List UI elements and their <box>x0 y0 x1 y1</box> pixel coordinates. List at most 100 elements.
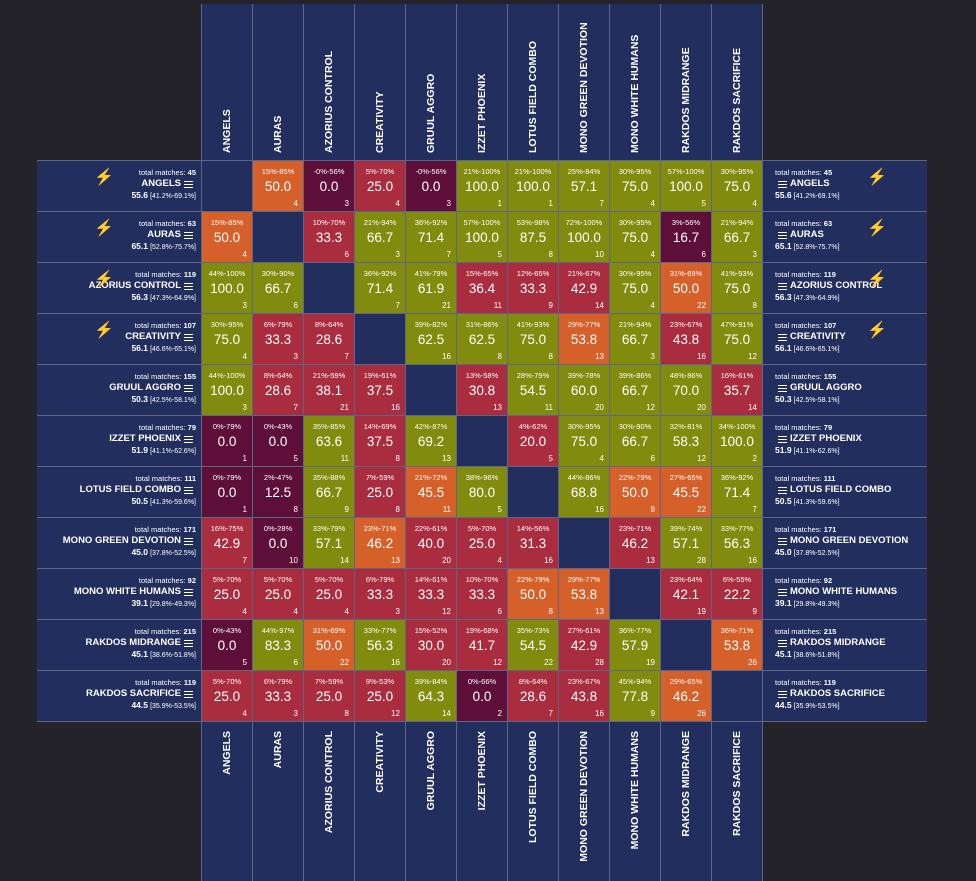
matchup-cell[interactable]: 30%-95% 75.0 4 <box>610 212 660 262</box>
matchup-cell[interactable]: 29%-77% 53.8 13 <box>559 569 609 619</box>
matchup-cell[interactable]: 0%-28% 0.0 10 <box>253 518 303 568</box>
matchup-cell[interactable]: 28%-79% 54.5 11 <box>508 365 558 415</box>
matchup-cell[interactable]: 19%-68% 41.7 12 <box>457 620 507 670</box>
matchup-cell[interactable]: 3%-56% 16.7 6 <box>661 212 711 262</box>
matchup-cell[interactable]: 5%-70% 25.0 4 <box>355 161 405 211</box>
matchup-cell[interactable]: 16%-75% 42.9 7 <box>202 518 252 568</box>
matchup-cell[interactable]: 15%-85% 50.0 4 <box>202 212 252 262</box>
sort-icon[interactable] <box>184 689 193 700</box>
matchup-cell[interactable]: 13%-58% 30.8 13 <box>457 365 507 415</box>
matchup-cell[interactable]: 36%-77% 57.9 19 <box>610 620 660 670</box>
column-header-bottom[interactable]: Lotus Field Combo <box>508 725 558 875</box>
row-label-right[interactable]: total matches: 171 Mono Green Devotion 45.… <box>769 518 929 568</box>
matchup-cell[interactable]: 23%-71% 46.2 13 <box>355 518 405 568</box>
row-label-left[interactable]: total matches: 45 Angels 55.6 [41.2%-69.1%… <box>42 161 202 211</box>
row-label-right[interactable]: total matches: 119 Rakdos Sacrifice 44.5 [… <box>769 671 929 721</box>
matchup-cell[interactable]: -0%-56% 0.0 3 <box>304 161 354 211</box>
matchup-cell[interactable]: 0%-66% 0.0 2 <box>457 671 507 721</box>
matchup-cell[interactable]: 21%-94% 66.7 3 <box>355 212 405 262</box>
matchup-cell[interactable]: 6%-55% 22.2 9 <box>712 569 762 619</box>
matchup-cell[interactable]: 35%-85% 63.6 11 <box>304 416 354 466</box>
matchup-cell[interactable]: 21%-100% 100.0 1 <box>457 161 507 211</box>
column-header-bottom[interactable]: Izzet Phoenix <box>457 725 507 875</box>
matchup-cell[interactable]: 6%-79% 33.3 3 <box>253 314 303 364</box>
matchup-cell[interactable]: 21%-72% 45.5 11 <box>406 467 456 517</box>
matchup-cell[interactable]: 19%-61% 37.5 16 <box>355 365 405 415</box>
matchup-cell[interactable]: 6%-79% 33.3 3 <box>253 671 303 721</box>
column-header-top[interactable]: Rakdos Midrange <box>661 7 711 157</box>
matchup-cell[interactable]: 23%-64% 42.1 19 <box>661 569 711 619</box>
matchup-cell[interactable]: 10%-70% 33.3 6 <box>304 212 354 262</box>
matchup-cell[interactable]: 21%-100% 100.0 1 <box>508 161 558 211</box>
sort-icon[interactable] <box>778 485 787 496</box>
matchup-cell[interactable]: 45%-94% 77.8 9 <box>610 671 660 721</box>
matchup-cell[interactable]: 15%-65% 36.4 11 <box>457 263 507 313</box>
row-label-right[interactable]: total matches: 79 Izzet Phoenix 51.9 [41.1… <box>769 416 929 466</box>
sort-icon[interactable] <box>778 230 787 241</box>
row-label-right[interactable]: total matches: 215 Rakdos Midrange 45.1 [3… <box>769 620 929 670</box>
matchup-cell[interactable]: 12%-65% 33.3 9 <box>508 263 558 313</box>
sort-icon[interactable] <box>184 485 193 496</box>
matchup-cell[interactable]: 0%-79% 0.0 1 <box>202 467 252 517</box>
matchup-cell[interactable]: 27%-65% 45.5 22 <box>661 467 711 517</box>
column-header-top[interactable]: Gruul Aggro <box>406 7 456 157</box>
matchup-cell[interactable]: 23%-71% 46.2 13 <box>610 518 660 568</box>
sort-icon[interactable] <box>778 638 787 649</box>
matchup-cell[interactable]: 30%-95% 75.0 4 <box>712 161 762 211</box>
column-header-top[interactable]: Creativity <box>355 7 405 157</box>
matchup-cell[interactable]: 21%-67% 42.9 14 <box>559 263 609 313</box>
matchup-cell[interactable]: 2%-47% 12.5 8 <box>253 467 303 517</box>
matchup-cell[interactable]: 39%-78% 60.0 20 <box>559 365 609 415</box>
column-header-bottom[interactable]: Rakdos Midrange <box>661 725 711 875</box>
matchup-cell[interactable]: 29%-65% 46.2 26 <box>661 671 711 721</box>
column-header-top[interactable]: Mono White Humans <box>610 7 660 157</box>
row-label-right[interactable]: total matches: 107 Creativity 56.1 [46.6%-… <box>769 314 929 364</box>
matchup-cell[interactable]: 21%-59% 38.1 21 <box>304 365 354 415</box>
matchup-cell[interactable]: 36%-92% 71.4 7 <box>712 467 762 517</box>
matchup-cell[interactable]: 39%-74% 57.1 28 <box>661 518 711 568</box>
matchup-cell[interactable]: 30%-90% 66.7 6 <box>253 263 303 313</box>
column-header-bottom[interactable]: Mono Green Devotion <box>559 725 609 875</box>
matchup-cell[interactable]: 5%-70% 25.0 4 <box>304 569 354 619</box>
sort-icon[interactable] <box>184 434 193 445</box>
matchup-cell[interactable]: 15%-85% 50.0 4 <box>253 161 303 211</box>
matchup-cell[interactable]: 30%-90% 66.7 6 <box>610 416 660 466</box>
sort-icon[interactable] <box>778 281 787 292</box>
sort-icon[interactable] <box>184 179 193 190</box>
column-header-bottom[interactable]: Angels <box>202 725 252 875</box>
matchup-cell[interactable]: 41%-79% 61.9 21 <box>406 263 456 313</box>
matchup-cell[interactable]: 33%-79% 57.1 14 <box>304 518 354 568</box>
matchup-cell[interactable]: 44%-100% 100.0 3 <box>202 365 252 415</box>
column-header-bottom[interactable]: Auras <box>253 725 303 875</box>
sort-icon[interactable] <box>778 587 787 598</box>
matchup-cell[interactable]: 16%-61% 35.7 14 <box>712 365 762 415</box>
matchup-cell[interactable]: 53%-98% 87.5 8 <box>508 212 558 262</box>
sort-icon[interactable] <box>778 332 787 343</box>
matchup-cell[interactable]: 5%-70% 25.0 4 <box>253 569 303 619</box>
matchup-cell[interactable]: 30%-95% 75.0 4 <box>559 416 609 466</box>
matchup-cell[interactable]: 7%-59% 25.0 8 <box>355 467 405 517</box>
matchup-cell[interactable]: 44%-97% 83.3 6 <box>253 620 303 670</box>
matchup-cell[interactable]: 15%-52% 30.0 20 <box>406 620 456 670</box>
row-label-left[interactable]: total matches: 155 Gruul Aggro 50.3 [42.5%… <box>42 365 202 415</box>
sort-icon[interactable] <box>184 638 193 649</box>
column-header-bottom[interactable]: Rakdos Sacrifice <box>712 725 762 875</box>
column-header-top[interactable]: Lotus Field Combo <box>508 7 558 157</box>
matchup-cell[interactable]: 14%-61% 33.3 12 <box>406 569 456 619</box>
matchup-cell[interactable]: 30%-95% 75.0 4 <box>610 263 660 313</box>
matchup-cell[interactable]: 5%-70% 25.0 4 <box>457 518 507 568</box>
matchup-cell[interactable]: 7%-59% 25.0 8 <box>304 671 354 721</box>
sort-icon[interactable] <box>778 689 787 700</box>
matchup-cell[interactable]: 33%-77% 56.3 16 <box>355 620 405 670</box>
matchup-cell[interactable]: 10%-70% 33.3 6 <box>457 569 507 619</box>
column-header-bottom[interactable]: Gruul Aggro <box>406 725 456 875</box>
sort-icon[interactable] <box>184 230 193 241</box>
matchup-cell[interactable]: 32%-81% 58.3 12 <box>661 416 711 466</box>
matchup-cell[interactable]: 22%-79% 50.0 8 <box>508 569 558 619</box>
row-label-left[interactable]: total matches: 119 Azorius Control 56.3 [4… <box>42 263 202 313</box>
row-label-right[interactable]: total matches: 45 Angels 55.6 [41.2%-69.1%… <box>769 161 929 211</box>
matchup-cell[interactable]: 30%-95% 75.0 4 <box>610 161 660 211</box>
matchup-cell[interactable]: 6%-79% 33.3 3 <box>355 569 405 619</box>
matchup-cell[interactable]: 31%-86% 62.5 8 <box>457 314 507 364</box>
row-label-left[interactable]: total matches: 215 Rakdos Midrange 45.1 [3… <box>42 620 202 670</box>
